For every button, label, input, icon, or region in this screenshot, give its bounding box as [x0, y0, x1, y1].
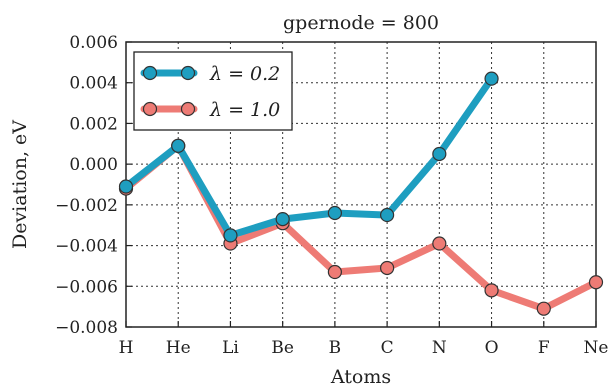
legend-label: λ = 0.2 [209, 63, 280, 85]
data-point [224, 229, 237, 242]
x-axis-label: Atoms [330, 366, 391, 388]
x-tick-label: Be [271, 338, 294, 358]
x-tick-label: B [329, 338, 342, 358]
x-tick-label: N [432, 338, 447, 358]
legend-swatch-marker [182, 103, 195, 116]
data-point [381, 261, 394, 274]
legend-swatch-marker [182, 67, 195, 80]
y-tick-label: 0.000 [69, 155, 118, 175]
y-tick-label: −0.006 [55, 277, 118, 297]
y-tick-label: 0.002 [69, 114, 118, 134]
data-point [433, 147, 446, 160]
legend-swatch-marker [144, 67, 157, 80]
data-point [328, 266, 341, 279]
x-tick-label: He [166, 338, 191, 358]
x-tick-label: Li [222, 338, 239, 358]
y-tick-label: 0.004 [69, 74, 118, 94]
legend-swatch-marker [144, 103, 157, 116]
y-axis-label: Deviation, eV [9, 120, 31, 249]
x-tick-label: F [538, 338, 550, 358]
legend: λ = 0.2 λ = 1.0 [134, 52, 292, 130]
y-tick-label: 0.006 [69, 33, 118, 53]
x-tick-label: H [119, 338, 134, 358]
chart-title: gpernode = 800 [283, 12, 439, 34]
x-tick-label: O [485, 338, 499, 358]
data-point [381, 209, 394, 222]
y-tick-label: −0.002 [55, 196, 118, 216]
data-point [172, 139, 185, 152]
data-point [485, 284, 498, 297]
data-point [485, 72, 498, 85]
legend-label: λ = 1.0 [209, 99, 280, 121]
data-point [537, 302, 550, 315]
data-point [328, 207, 341, 220]
y-tick-label: −0.004 [55, 237, 118, 257]
data-point [433, 237, 446, 250]
x-tick-label: C [381, 338, 394, 358]
data-point [120, 180, 133, 193]
data-point [276, 213, 289, 226]
x-tick-label: Ne [584, 338, 609, 358]
data-point [590, 276, 603, 289]
y-tick-label: −0.008 [55, 318, 118, 338]
